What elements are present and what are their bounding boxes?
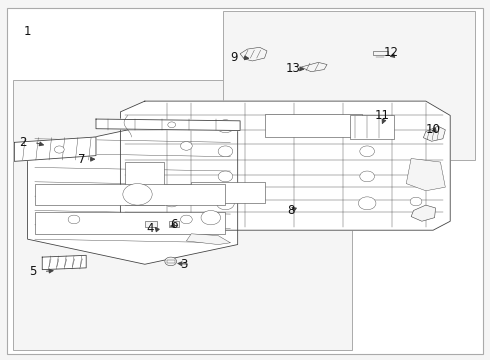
Polygon shape: [14, 137, 96, 161]
Polygon shape: [42, 255, 86, 270]
Polygon shape: [301, 62, 327, 72]
Text: 10: 10: [426, 123, 441, 136]
Circle shape: [218, 171, 233, 182]
Bar: [223, 12, 475, 160]
Circle shape: [180, 141, 192, 150]
Text: 2: 2: [19, 136, 26, 149]
Text: 8: 8: [288, 204, 295, 217]
Bar: [145, 221, 157, 227]
Circle shape: [54, 146, 64, 153]
Circle shape: [358, 197, 376, 210]
Text: 13: 13: [286, 62, 300, 75]
Circle shape: [168, 122, 175, 128]
Circle shape: [201, 211, 220, 225]
Bar: [373, 51, 388, 55]
Bar: [35, 212, 225, 234]
Bar: [191, 182, 265, 203]
Text: 7: 7: [77, 153, 85, 166]
Text: 1: 1: [24, 25, 31, 38]
Bar: [350, 116, 394, 139]
Bar: [169, 221, 179, 226]
Polygon shape: [406, 158, 445, 191]
Circle shape: [217, 120, 234, 133]
Circle shape: [218, 146, 233, 157]
Polygon shape: [240, 47, 267, 61]
Bar: [167, 260, 174, 263]
Bar: [35, 184, 225, 205]
Polygon shape: [186, 234, 230, 244]
Bar: [125, 162, 164, 205]
Text: 11: 11: [374, 109, 390, 122]
Polygon shape: [423, 126, 445, 141]
Text: 4: 4: [146, 222, 153, 235]
Polygon shape: [96, 119, 240, 131]
Polygon shape: [121, 101, 450, 230]
Polygon shape: [411, 205, 436, 221]
Circle shape: [217, 197, 234, 210]
Bar: [13, 80, 352, 350]
Circle shape: [68, 143, 80, 152]
Circle shape: [360, 171, 374, 182]
Circle shape: [360, 146, 374, 157]
Text: 5: 5: [29, 265, 36, 278]
Bar: [265, 114, 362, 137]
Circle shape: [358, 120, 376, 133]
Text: 3: 3: [180, 258, 188, 271]
Text: 9: 9: [230, 51, 238, 64]
Circle shape: [180, 215, 192, 224]
Text: 12: 12: [384, 46, 399, 59]
Circle shape: [164, 196, 179, 207]
Circle shape: [410, 197, 422, 206]
Circle shape: [123, 184, 152, 205]
Circle shape: [68, 215, 80, 224]
Text: 6: 6: [171, 218, 178, 231]
Polygon shape: [27, 126, 238, 264]
Circle shape: [165, 257, 176, 266]
